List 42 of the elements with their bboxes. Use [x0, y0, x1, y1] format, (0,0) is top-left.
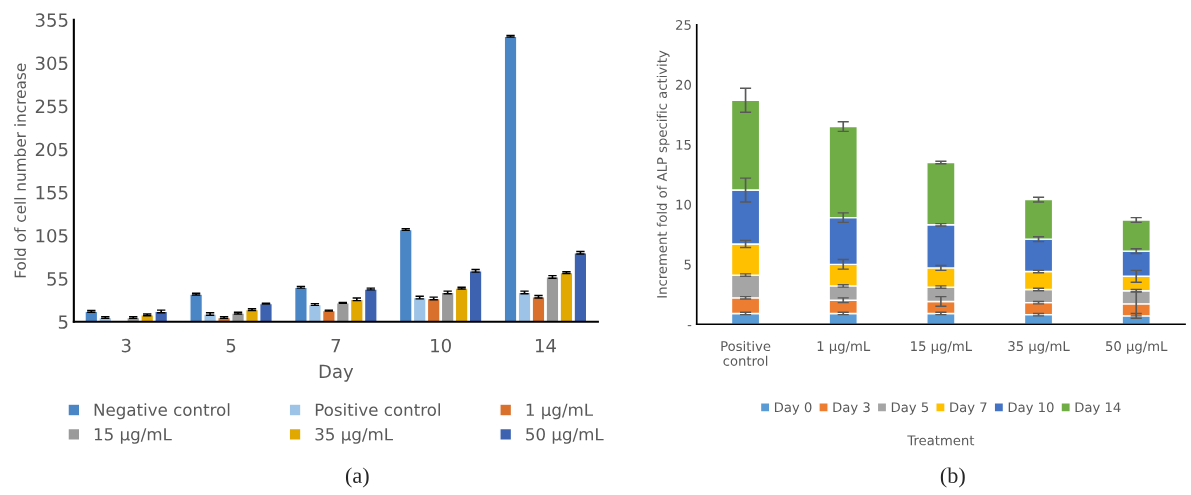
- y-tick-label: -: [687, 325, 692, 327]
- y-tick-label: 15: [676, 139, 691, 150]
- y-tick-label: 5: [58, 315, 68, 329]
- y-tick-label: 255: [35, 99, 68, 114]
- y-tick-label: 10: [676, 199, 691, 210]
- text: (b): [940, 467, 965, 488]
- x-tick-label: 10: [431, 338, 451, 353]
- legend-label: 35 µg/mL: [315, 427, 393, 444]
- legend-label: Negative control: [94, 403, 230, 420]
- y-tick-label: 55: [47, 272, 68, 286]
- legend-label: Day 7: [950, 402, 987, 415]
- y-tick-label: 5: [684, 259, 691, 270]
- x-tick-label: 50 µg/mL: [1106, 341, 1168, 354]
- y-tick-label: 105: [36, 228, 68, 243]
- y-tick-label: 20: [676, 79, 691, 90]
- legend-label: Day 5: [891, 402, 929, 415]
- x-tick-label: Positive control: [721, 340, 771, 366]
- x-tick-label: 35 µg/mL: [1008, 341, 1070, 354]
- legend-label: 1 µg/mL: [526, 403, 593, 420]
- y-axis-title: Fold of cell number increase: [14, 63, 26, 278]
- y-tick-label: 205: [35, 142, 68, 157]
- y-tick-label: 25: [676, 19, 691, 30]
- x-tick-label: 5: [226, 338, 236, 353]
- x-tick-label: 15 µg/mL: [911, 341, 973, 354]
- legend-label: Day 10: [1008, 402, 1054, 415]
- x-tick-label: 3: [121, 338, 131, 353]
- y-tick-label: 355: [35, 13, 68, 27]
- text: (a): [345, 467, 369, 488]
- y-axis-title: Increment fold of ALP specific activity: [656, 50, 670, 298]
- legend-label: Day 3: [833, 402, 870, 415]
- legend-label: Day 0: [774, 402, 812, 415]
- y-tick-label: 155: [36, 186, 68, 200]
- legend-label: 50 µg/mL: [526, 427, 604, 444]
- legend-label: Positive control: [315, 403, 440, 417]
- x-tick-label: 1 µg/mL: [817, 341, 871, 354]
- y-tick-label: 305: [35, 56, 68, 71]
- x-tick-label: 7: [331, 338, 341, 353]
- x-axis-title: Treatment: [907, 435, 975, 446]
- legend-label: Day 14: [1075, 402, 1121, 415]
- legend-label: 15 µg/mL: [94, 428, 172, 444]
- x-axis-title: Day: [319, 364, 354, 382]
- x-tick-label: 14: [535, 338, 556, 353]
